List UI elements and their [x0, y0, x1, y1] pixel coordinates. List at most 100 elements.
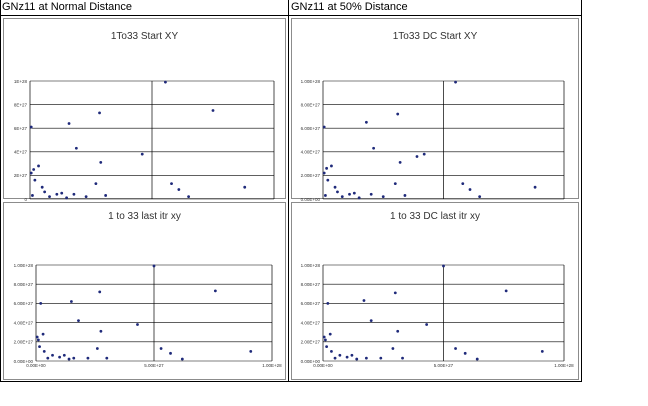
data-point: [31, 194, 34, 197]
data-point: [46, 356, 50, 360]
y-tick-label: 0.00E+00: [301, 359, 321, 364]
chart-title: 1 to 33 last itr xy: [108, 211, 181, 222]
data-point: [67, 357, 71, 361]
data-point: [393, 182, 397, 186]
data-point: [98, 290, 102, 294]
data-point: [77, 319, 80, 323]
y-tick-label: 6E+27: [14, 126, 28, 131]
data-point: [333, 185, 337, 189]
data-point: [211, 109, 215, 112]
data-point: [322, 171, 326, 175]
data-point: [32, 168, 36, 171]
data-point: [463, 351, 467, 355]
y-tick-label: 2E+27: [14, 173, 28, 178]
data-point: [350, 353, 354, 357]
data-point: [33, 178, 37, 182]
data-point: [105, 356, 109, 360]
y-tick-label: 6.00E+27: [301, 301, 321, 306]
data-point: [468, 188, 472, 191]
data-point: [369, 192, 373, 196]
data-point: [322, 125, 326, 129]
frame-middle-rule: [288, 0, 289, 382]
data-point: [95, 347, 99, 350]
data-point: [152, 264, 156, 268]
x-tick-label: 1.00E+28: [554, 363, 574, 368]
data-point: [99, 161, 103, 164]
data-point: [357, 196, 361, 200]
data-point: [42, 350, 46, 353]
data-point: [461, 182, 465, 186]
data-point: [60, 191, 64, 195]
frame-bottom-rule: [0, 381, 582, 382]
data-point: [48, 195, 51, 199]
data-point: [364, 356, 368, 360]
data-point: [159, 347, 163, 350]
y-tick-label: 1.00E+28: [301, 263, 321, 268]
x-tick-label: 5.00E+27: [144, 363, 164, 368]
data-point: [352, 191, 356, 195]
data-point: [72, 356, 76, 360]
data-point: [422, 152, 426, 156]
y-tick-label: 4.00E+27: [301, 320, 321, 325]
data-point: [454, 80, 457, 84]
data-point: [99, 329, 103, 333]
data-point: [213, 289, 217, 293]
chart-title: 1 to 33 DC last itr xy: [389, 211, 481, 222]
y-tick-label: 0.00E+00: [14, 359, 34, 364]
y-tick-label: 4.00E+27: [301, 150, 321, 155]
y-tick-label: 1.00E+28: [301, 79, 321, 84]
data-point: [67, 122, 71, 125]
chart-panel-dc-start-xy: 1To33 DC Start XY 0.00E+00 2.00E+27 4.00E+…: [291, 18, 579, 206]
data-point: [330, 350, 333, 353]
data-point: [324, 194, 327, 197]
y-tick-label: 0.00E+00: [301, 197, 321, 202]
data-point: [36, 338, 40, 342]
data-point: [401, 356, 404, 360]
data-point: [328, 332, 332, 336]
data-point: [393, 291, 397, 295]
y-tick-label: 8E+27: [14, 102, 28, 107]
chart-panel-start-xy: 1To33 Start XY 0 2E+27 4E+27 6E+27 8E+27 1E+2…: [3, 18, 286, 206]
header-left: GNz11 at Normal Distance: [2, 1, 133, 13]
data-point: [325, 166, 329, 170]
y-tick-label: 4E+27: [14, 150, 28, 155]
y-tick-label: 2.00E+27: [301, 173, 321, 178]
data-point: [170, 182, 173, 186]
data-point: [37, 164, 40, 168]
data-point: [326, 178, 330, 182]
data-point: [348, 192, 351, 196]
data-point: [330, 164, 333, 168]
data-point: [345, 355, 349, 359]
y-tick-label: 2.00E+27: [301, 340, 321, 345]
data-point: [249, 350, 253, 353]
data-point: [38, 345, 41, 348]
data-point: [379, 356, 383, 360]
data-point: [41, 332, 45, 336]
data-point: [381, 195, 385, 199]
y-tick-label: 4.00E+27: [14, 320, 34, 325]
frame-top-rule: [0, 15, 582, 16]
x-tick-label: 0.00E+00: [26, 363, 46, 368]
data-point: [35, 335, 39, 339]
x-tick-label: 5.00E+27: [434, 363, 454, 368]
y-tick-label: 8.00E+27: [14, 282, 34, 287]
data-point: [74, 146, 78, 150]
data-point: [326, 302, 330, 305]
data-point: [454, 347, 457, 350]
data-point: [355, 357, 359, 361]
data-point: [324, 338, 327, 342]
data-point: [333, 356, 337, 360]
data-point: [398, 161, 402, 164]
data-point: [243, 185, 247, 189]
data-point: [336, 190, 339, 194]
data-point: [98, 111, 101, 115]
data-point: [340, 195, 344, 199]
data-point: [164, 80, 167, 84]
data-point: [475, 357, 479, 361]
data-point: [442, 264, 445, 268]
data-point: [169, 351, 172, 355]
data-point: [540, 350, 544, 353]
data-point: [55, 192, 59, 196]
data-point: [39, 302, 43, 305]
data-point: [533, 185, 537, 189]
